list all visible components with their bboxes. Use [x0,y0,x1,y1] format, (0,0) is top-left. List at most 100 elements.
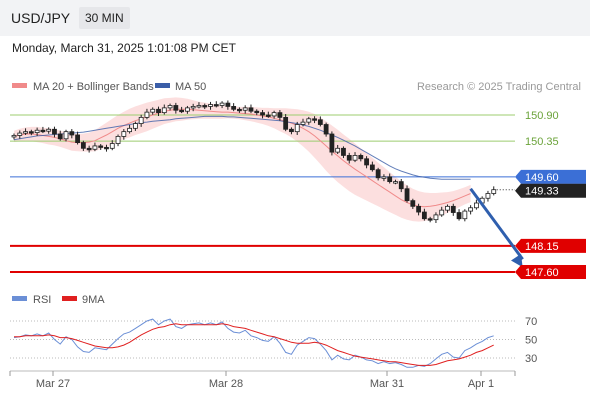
candle-body [271,112,277,117]
candle [294,121,300,135]
candle-body [28,131,34,134]
candle [317,116,323,127]
level-label-148.15-tag [515,238,586,253]
ma9-legend-swatch [62,296,77,301]
candle-body [369,164,375,171]
candle-body [69,131,75,136]
candle [445,204,450,213]
candle-body [225,102,231,107]
candle-body [294,124,300,133]
candle-body [341,147,346,156]
ma50-legend-label: MA 50 [175,81,206,93]
candle-body [358,155,364,160]
candle-body [289,128,294,133]
candle-body [335,147,341,153]
candle-body [34,129,40,134]
candle-body [196,105,202,108]
candle-body [86,147,92,151]
candle [23,128,28,135]
candle [450,203,456,216]
level-label-149.60: 149.60 [525,172,559,184]
candle-body [17,132,23,136]
ma50-line [13,115,471,180]
candle-body [138,116,144,124]
candle-body [132,123,138,129]
candle-body [161,107,167,114]
candle-body [80,142,86,149]
candle [352,152,358,163]
candle [242,105,248,114]
candle [161,104,167,115]
candle-body [109,143,115,149]
rsi-ma9-line [14,323,494,366]
candle-body [312,118,317,121]
candle-body [75,134,80,143]
candle [225,100,231,110]
rsi-line [13,318,494,368]
candle-body [283,116,289,130]
candle-body [450,205,456,213]
candle [213,101,219,108]
candle-body [52,128,57,135]
rsi-tick-label: 30 [525,353,537,365]
candle-body [63,131,69,140]
level-label-147.60-tag [515,265,586,279]
candle-body [254,110,260,114]
candle-body [404,188,410,202]
candle [144,108,150,120]
level-label-147.60: 147.60 [525,267,559,279]
candle [28,129,34,136]
candle-body [473,202,479,209]
candle-body [121,131,127,137]
x-tick-label: Mar 27 [36,378,70,390]
candle [271,110,277,119]
candle [404,185,410,203]
candle-body [184,107,190,112]
candle-body [433,214,439,221]
candle [115,134,121,147]
forecast-arrow-head [511,253,523,268]
candle-body [456,212,462,220]
candle [300,118,306,127]
candle [312,116,317,124]
candle [346,152,352,164]
candle [439,206,445,217]
candle-body [421,211,427,220]
research-credit: Research © 2025 Trading Central [417,81,581,93]
candle [121,129,127,140]
level-label-148.15: 148.15 [525,241,559,253]
candle-body [127,127,132,133]
candle-body [381,176,387,179]
candle [80,140,86,151]
candle [491,186,497,196]
candle [92,142,98,152]
candle [277,110,283,121]
ma50-legend-swatch [155,83,170,88]
symbol-label: USD/JPY [11,10,71,26]
candle-body [346,155,352,161]
candle-body [410,200,416,207]
candle [393,179,398,185]
candle [150,107,156,115]
candle [369,161,375,172]
candle [398,178,404,193]
candle-body [317,119,323,125]
candle [283,114,289,132]
candle [75,131,80,145]
candle-body [468,207,474,212]
bb-legend-swatch [12,83,27,88]
candle-body [248,107,254,112]
candle [456,209,462,221]
candle-body [491,189,497,194]
candle-body [277,112,283,118]
x-tick-label: Mar 28 [209,378,243,390]
timeframe-button[interactable]: 30 MIN [79,7,130,29]
candle [323,122,329,137]
candle [138,114,144,127]
candle [63,129,69,142]
ma20-line [13,108,471,208]
candle-body [144,111,150,118]
candle-body [242,107,248,111]
price-legend: MA 20 + Bollinger Bands MA 50 Research ©… [12,81,581,306]
